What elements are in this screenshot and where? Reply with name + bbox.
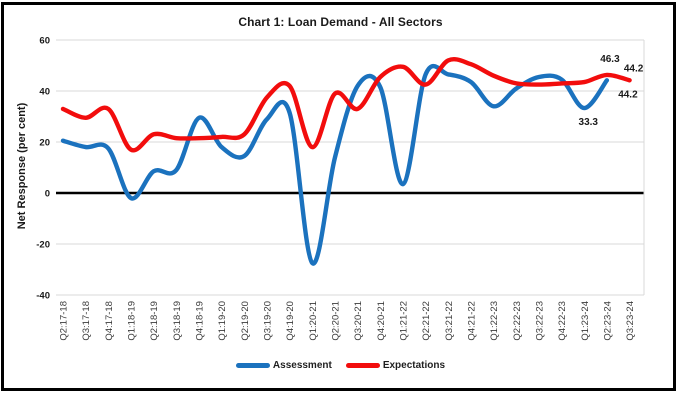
y-tick-label: -20 (36, 240, 50, 251)
x-tick-label: Q3:19-20 (262, 301, 273, 341)
x-tick-label: Q1:19-20 (217, 301, 228, 341)
x-tick-label: Q2:17-18 (59, 301, 70, 341)
x-tick-label: Q4:17-18 (104, 301, 115, 341)
x-tick-label: Q2:19-20 (240, 301, 251, 341)
data-label-expectations: 46.3 (600, 54, 620, 65)
y-tick-label: 20 (39, 138, 50, 149)
x-tick-label: Q3:18-19 (172, 301, 183, 341)
y-tick-label: -40 (36, 291, 50, 302)
legend-item-expectations: Expectations (345, 360, 446, 371)
legend-item-assessment: Assessment (235, 360, 332, 371)
y-tick-label: 0 (45, 189, 50, 200)
x-tick-label: Q4:20-21 (376, 301, 387, 341)
x-tick-label: Q2:22-23 (512, 301, 523, 341)
y-tick-label: 40 (39, 87, 50, 98)
x-tick-label: Q2:23-24 (602, 301, 613, 341)
data-label-assessment: 44.2 (618, 89, 638, 100)
x-tick-label: Q4:18-19 (194, 301, 205, 341)
legend-swatch-assessment (235, 363, 270, 368)
x-tick-label: Q1:18-19 (126, 301, 137, 341)
x-tick-label: Q2:20-21 (330, 301, 341, 341)
x-tick-label: Q3:17-18 (81, 301, 92, 341)
x-tick-label: Q4:19-20 (285, 301, 296, 341)
x-tick-label: Q3:23-24 (625, 301, 636, 341)
series-line-expectations (60, 57, 632, 153)
x-tick-label: Q2:18-19 (149, 301, 160, 341)
legend-swatch-expectations (345, 363, 380, 368)
chart-frame (1, 2, 676, 391)
x-tick-label: Q1:21-22 (398, 301, 409, 341)
data-label-assessment: 33.3 (579, 117, 599, 128)
series-line-assessment (60, 63, 610, 266)
legend: Assessment Expectations (0, 360, 681, 371)
x-tick-label: Q2:21-22 (421, 301, 432, 341)
legend-label-expectations: Expectations (382, 360, 446, 371)
x-tick-label: Q4:22-23 (557, 301, 568, 341)
x-tick-label: Q3:20-21 (353, 301, 364, 341)
y-tick-label: 60 (39, 36, 50, 47)
data-label-expectations: 44.2 (624, 63, 644, 74)
x-tick-label: Q4:21-22 (466, 301, 477, 341)
legend-label-assessment: Assessment (272, 360, 332, 371)
chart-title: Chart 1: Loan Demand - All Sectors (238, 15, 443, 29)
x-tick-label: Q3:22-23 (534, 301, 545, 341)
x-tick-label: Q1:22-23 (489, 301, 500, 341)
x-tick-label: Q3:21-22 (444, 301, 455, 341)
x-tick-label: Q1:23-24 (580, 301, 591, 341)
x-tick-label: Q1:20-21 (308, 301, 319, 341)
